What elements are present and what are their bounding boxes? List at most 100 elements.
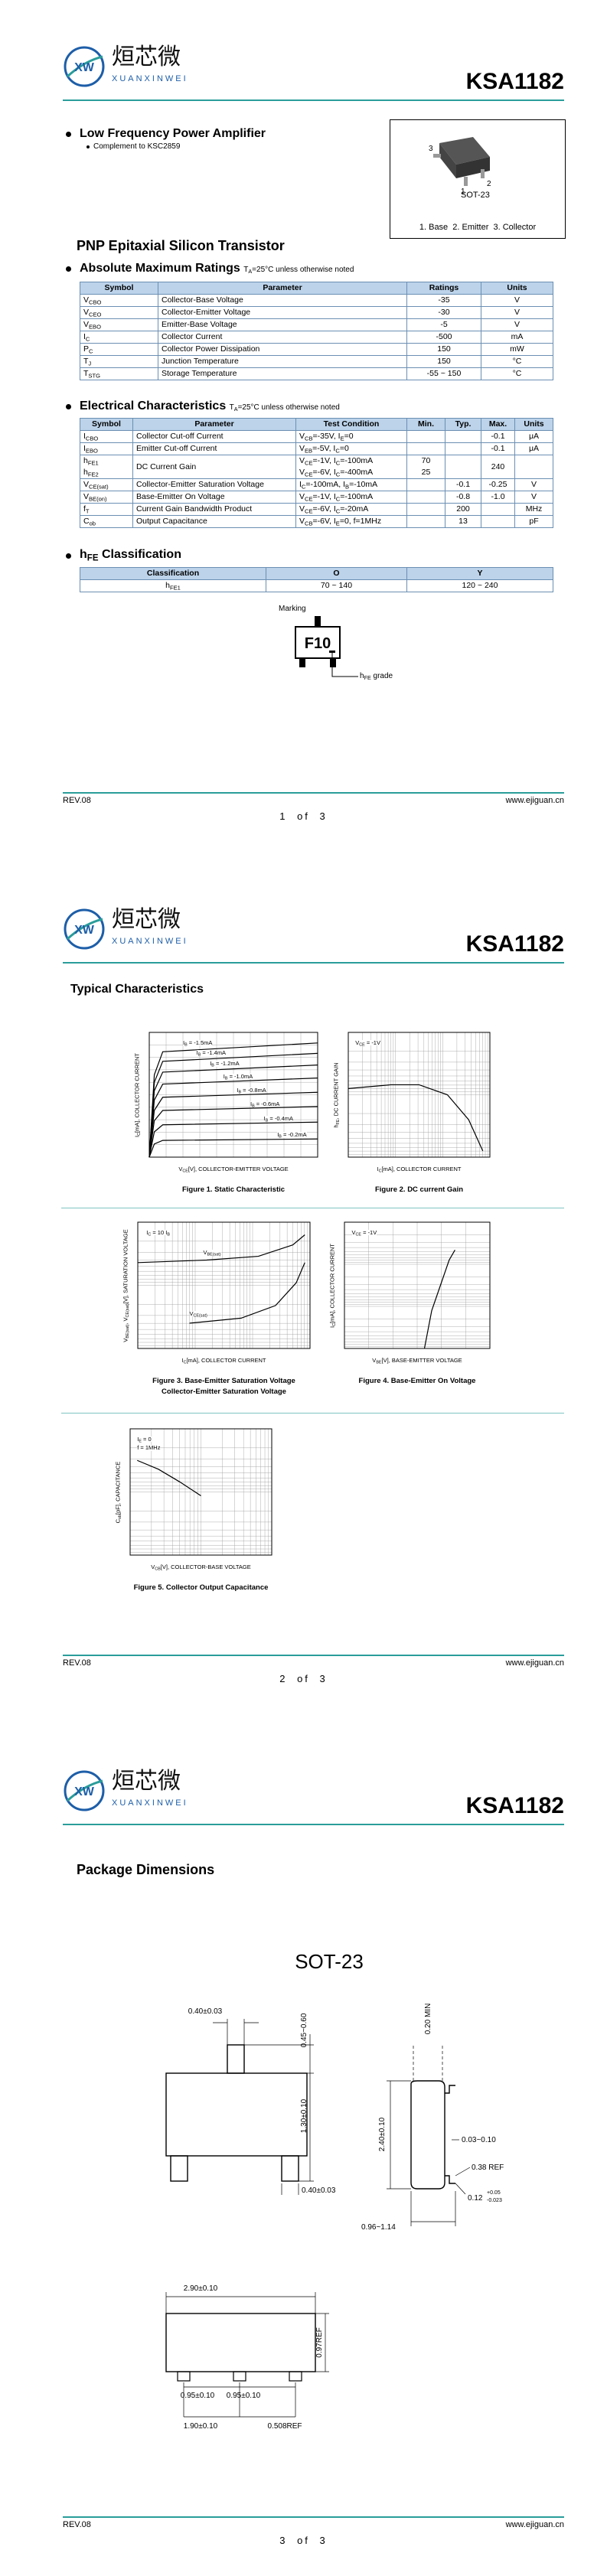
header-rule [63, 1824, 564, 1825]
annotation: f = 1MHz [137, 1444, 161, 1452]
table-cell: 120 ~ 240 [406, 579, 553, 592]
table-cell: VCE=-1V, IC=-100mA [295, 491, 407, 504]
website: www.ejiguan.cn [505, 1658, 564, 1668]
bullet [66, 132, 71, 137]
table-cell: fT [80, 503, 133, 516]
website: www.ejiguan.cn [505, 796, 564, 805]
table-cell: -0.1 [481, 430, 515, 443]
table-cell: -0.1 [481, 442, 515, 455]
table-cell: μA [514, 442, 553, 455]
table-cell: V [514, 491, 553, 504]
section-note: TA=25°C unless otherwise noted [243, 266, 354, 276]
table-cell: VCB=-35V, IE=0 [295, 430, 407, 443]
marking-diagram: F10 [295, 616, 358, 677]
annotation: IB = -0.2mA [277, 1131, 307, 1140]
revision: REV.08 [63, 796, 91, 805]
section-title: Package Dimensions [77, 1862, 215, 1877]
table-cell: VCB=-6V, IE=0, f=1MHz [295, 515, 407, 528]
table-row: hFE1 hFE2 DC Current Gain VCE=-1V, IC=-100m… [80, 455, 553, 479]
device-title: PNP Epitaxial Silicon Transistor [77, 238, 285, 253]
annotation: IB = -0.8mA [237, 1086, 266, 1095]
footer-rule [63, 1655, 564, 1656]
dimension-label: 0.96~1.14 [361, 2223, 396, 2232]
table-cell [445, 455, 481, 479]
table-row: ICBO Collector Cut-off Current VCB=-35V, I… [80, 430, 553, 443]
table-cell: VBE(on) [80, 491, 133, 504]
table-cell: VCEO [80, 306, 158, 319]
column-header: O [266, 567, 407, 580]
section-title: hFE Classification [80, 548, 181, 563]
table-row: Cob Output Capacitance VCB=-6V, IE=0, f=1M… [80, 515, 553, 528]
package-name: SOT-23 [295, 1950, 364, 1973]
plot [148, 1032, 318, 1158]
bullet [66, 553, 71, 559]
logo-mark: XW [74, 61, 95, 74]
annotation: VCE = -1V [351, 1228, 377, 1237]
table-cell: VEBO [80, 318, 158, 331]
bullet [66, 266, 71, 272]
page: Low Frequency Power Amplifier Complement… [0, 0, 607, 852]
figure-caption: Figure 2. DC current Gain [374, 1185, 464, 1194]
page-number: 3 of 3 [279, 2535, 328, 2546]
dimension-label: 0.97REF [315, 2327, 324, 2357]
y-axis-label: VBE(sat), VCE(sat)[V], SATURATION VOLTAG… [122, 1228, 130, 1342]
annotation: IB = -1.0mA [223, 1072, 253, 1081]
table-cell: μA [514, 430, 553, 443]
table-row: VCE(sat) Collector-Emitter Saturation Vol… [80, 478, 553, 491]
x-axis-label: IC[mA], COLLECTOR CURRENT [377, 1166, 462, 1174]
figure-caption: Figure 5. Collector Output Capacitance [133, 1583, 269, 1592]
section-title: Absolute Maximum Ratings [80, 262, 240, 275]
pin-number: 1 [461, 187, 465, 196]
dimension-label: 0.40±0.03 [302, 2186, 336, 2195]
table-cell: V [481, 306, 553, 319]
column-header: Max. [481, 418, 515, 431]
column-header: Typ. [445, 418, 481, 431]
figure: Cob[pF], CAPACITANCE VCB[V], COLLECTOR-BA… [114, 1428, 272, 1591]
table-cell: V [481, 318, 553, 331]
table-row: VCBO Collector-Base Voltage -35 V [80, 294, 553, 307]
package-drawing: 0.40±0.03 0.45~0.60 1.30±0.10 0.40±0.03 … [165, 2004, 504, 2431]
figure: hFE, DC CURRENT GAIN IC[mA], COLLECTOR CU… [332, 1032, 491, 1193]
table-cell: TJ [80, 355, 158, 368]
header: XW 烜芯微 XUANXINWEI KSA1182 [0, 0, 607, 107]
column-header: Symbol [80, 282, 158, 295]
annotation: IB = -1.2mA [210, 1060, 240, 1069]
dimension-label: 2.90±0.10 [184, 2284, 218, 2293]
cell-line: VCE=-6V, IC=-400mA [299, 468, 374, 478]
table-cell: MHz [514, 503, 553, 516]
table-cell [481, 515, 515, 528]
table-header: Classification O Y [80, 567, 553, 580]
table-row: VCEO Collector-Emitter Voltage -30 V [80, 306, 553, 319]
part-number: KSA1182 [465, 931, 564, 957]
column-header: Ratings [406, 282, 481, 295]
plot [348, 1032, 491, 1158]
table-cell: -30 [406, 306, 481, 319]
table-cell: -55 ~ 150 [406, 367, 481, 380]
table-cell: Cob [80, 515, 133, 528]
figure-caption: Figure 1. Static Characteristic [181, 1185, 286, 1194]
table-row: VBE(on) Base-Emitter On Voltage VCE=-1V, I… [80, 491, 553, 504]
annotation: IB = -1.5mA [183, 1039, 213, 1048]
table-cell: °C [481, 355, 553, 368]
table-cell: 240 [481, 455, 515, 479]
logo-mark: XW [74, 1785, 95, 1798]
column-header: Parameter [158, 282, 407, 295]
logo: XW [64, 46, 105, 87]
feature-title: Low Frequency Power Amplifier [80, 127, 266, 140]
pin-number: 3 [429, 145, 433, 153]
column-header: Classification [80, 567, 266, 580]
data-table: Symbol Parameter Ratings Units VCBO Collector… [80, 282, 553, 380]
header-rule [63, 99, 564, 101]
table-row: TJ Junction Temperature 150 °C [80, 355, 553, 368]
cell-line: hFE1 [83, 456, 99, 467]
table-cell: VCE=-6V, IC=-20mA [295, 503, 407, 516]
revision: REV.08 [63, 1658, 91, 1668]
table-row: PC Collector Power Dissipation 150 mW [80, 343, 553, 356]
table-cell: Junction Temperature [158, 355, 407, 368]
logo: XW [64, 1770, 105, 1811]
table-cell: 150 [406, 355, 481, 368]
table-cell [406, 503, 445, 516]
dimension-label: 0.38 REF [472, 2164, 504, 2172]
table-cell [406, 478, 445, 491]
